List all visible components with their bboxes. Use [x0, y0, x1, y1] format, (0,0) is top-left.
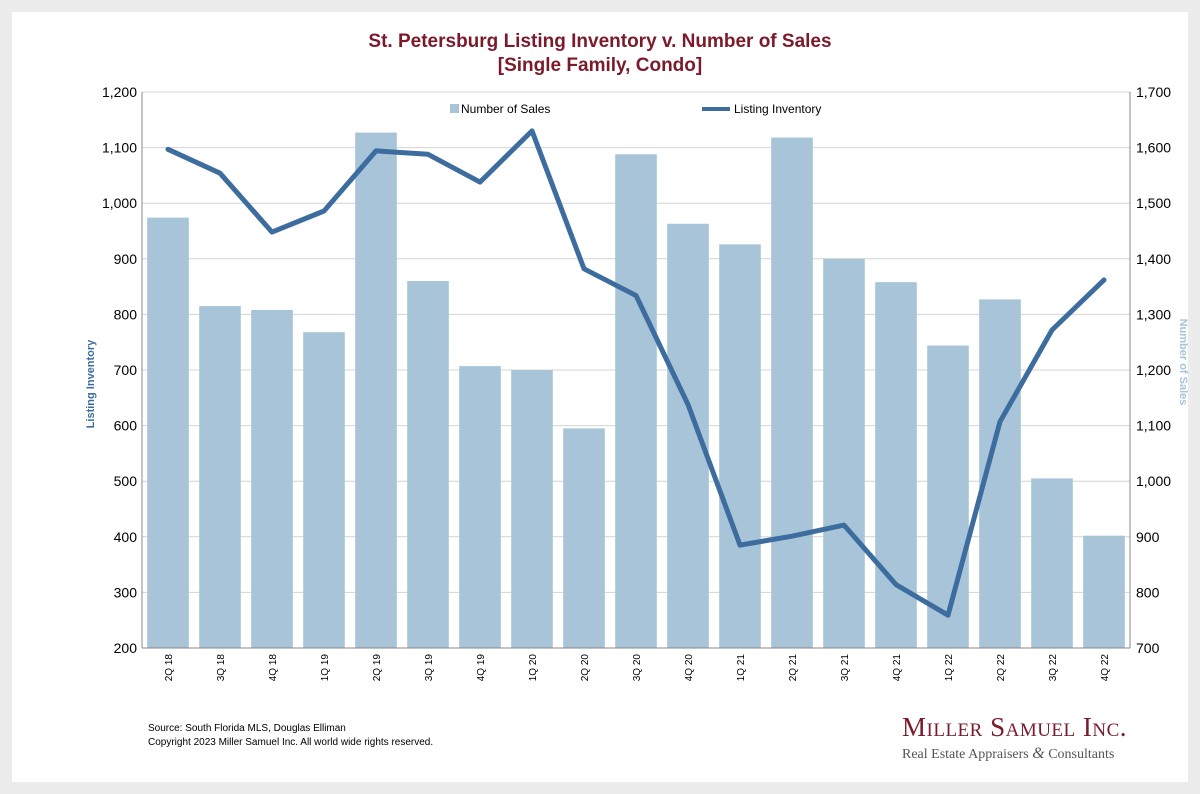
sales-bar: [1083, 535, 1125, 648]
copyright-text: Copyright 2023 Miller Samuel Inc. All wo…: [148, 737, 434, 748]
y-tick-left: 900: [114, 251, 138, 267]
y-tick-right: 1,400: [1136, 251, 1171, 267]
x-tick-label: 1Q 19: [320, 654, 331, 682]
right-tick-labels: 700 800 900 1,000 1,100 1,200 1,300 1,400 1,500 1…: [1136, 84, 1171, 656]
x-tick-label: 4Q 22: [1100, 654, 1111, 682]
y-axis-left-label: Listing Inventory: [85, 339, 97, 429]
x-tick-label: 1Q 20: [528, 654, 539, 682]
sales-bar: [251, 309, 293, 648]
chart-svg: 2003004005006007008009001,0001,1001,200 …: [85, 84, 1188, 682]
x-tick-label: 4Q 19: [476, 654, 487, 682]
sales-bar: [407, 281, 449, 648]
legend: Number of Sales Listing Inventory: [450, 102, 821, 116]
y-tick-right: 1,000: [1136, 473, 1171, 489]
chart-card: St. Petersburg Listing Inventory v. Numb…: [12, 12, 1188, 782]
sales-bar: [303, 332, 345, 648]
logo-name: Miller Samuel Inc.: [902, 712, 1128, 742]
chart-title-line1: St. Petersburg Listing Inventory v. Numb…: [368, 31, 832, 52]
sales-bar: [719, 244, 761, 648]
y-tick-left: 700: [114, 362, 138, 378]
y-tick-right: 800: [1136, 584, 1160, 600]
y-tick-left: 200: [114, 640, 138, 656]
sales-bar: [511, 370, 553, 648]
chart-title: St. Petersburg Listing Inventory v. Numb…: [12, 30, 1188, 78]
y-axis-right-label: Number of Sales: [1177, 319, 1188, 406]
y-tick-left: 600: [114, 418, 138, 434]
y-tick-left: 1,000: [102, 195, 137, 211]
x-tick-label: 4Q 21: [892, 654, 903, 682]
logo-tagline-right: Consultants: [1044, 747, 1115, 762]
sales-bar: [355, 132, 397, 648]
sales-bar: [667, 223, 709, 648]
sales-bar: [1031, 478, 1073, 648]
sales-bar: [199, 306, 241, 648]
chart-title-line2: [Single Family, Condo]: [497, 55, 703, 76]
legend-label-inventory: Listing Inventory: [734, 102, 821, 116]
company-logo: Miller Samuel Inc. Real Estate Appraiser…: [902, 712, 1127, 763]
x-tick-label: 2Q 22: [996, 654, 1007, 682]
y-tick-right: 1,200: [1136, 362, 1171, 378]
x-tick-label: 2Q 19: [372, 654, 383, 682]
x-tick-label: 3Q 22: [1048, 654, 1059, 682]
y-tick-left: 300: [114, 584, 138, 600]
x-tick-label: 3Q 19: [424, 654, 435, 682]
source-text: Source: South Florida MLS, Douglas Ellim…: [148, 723, 346, 734]
y-tick-left: 800: [114, 306, 138, 322]
y-tick-right: 1,100: [1136, 418, 1171, 434]
x-tick-label: 4Q 18: [268, 654, 279, 682]
y-tick-right: 1,600: [1136, 140, 1171, 156]
x-tick-label: 4Q 20: [684, 654, 695, 682]
legend-swatch-sales: [450, 104, 459, 113]
source-note: Source: South Florida MLS, Douglas Ellim…: [148, 722, 433, 750]
inventory-line-group: [165, 128, 1107, 618]
y-tick-left: 1,200: [102, 84, 137, 100]
sales-bar: [771, 137, 813, 648]
x-tick-label: 2Q 18: [164, 654, 175, 682]
y-tick-right: 900: [1136, 529, 1160, 545]
x-tick-label: 2Q 21: [788, 654, 799, 682]
logo-tagline: Real Estate Appraisers & Consultants: [902, 745, 1127, 763]
x-tick-label: 3Q 20: [632, 654, 643, 682]
y-tick-left: 1,100: [102, 140, 137, 156]
y-tick-right: 1,500: [1136, 195, 1171, 211]
sales-bar: [615, 154, 657, 648]
legend-label-sales: Number of Sales: [461, 102, 550, 116]
y-tick-left: 500: [114, 473, 138, 489]
sales-bar: [563, 428, 605, 648]
y-tick-right: 1,700: [1136, 84, 1171, 100]
x-tick-label: 3Q 18: [216, 654, 227, 682]
sales-bars: [147, 132, 1125, 648]
logo-tagline-amp: &: [1032, 745, 1045, 762]
x-tick-label: 2Q 20: [580, 654, 591, 682]
x-tick-labels: 2Q 18 3Q 18 4Q 18 1Q 19 2Q 19 3Q 19 4Q 19 1Q 20…: [164, 654, 1111, 682]
sales-bar: [823, 258, 865, 648]
y-tick-left: 400: [114, 529, 138, 545]
y-tick-right: 700: [1136, 640, 1160, 656]
logo-tagline-left: Real Estate Appraisers: [902, 747, 1033, 762]
x-tick-label: 1Q 22: [944, 654, 955, 682]
sales-bar: [459, 366, 501, 648]
axes: [141, 92, 1131, 649]
left-tick-labels: 200 300 400 500 600 700 800 900 1,000 1,100 1,200: [102, 84, 137, 656]
sales-bar: [147, 217, 189, 648]
sales-bar: [927, 345, 969, 648]
x-tick-label: 3Q 21: [840, 654, 851, 682]
x-tick-label: 1Q 21: [736, 654, 747, 682]
y-tick-right: 1,300: [1136, 306, 1171, 322]
